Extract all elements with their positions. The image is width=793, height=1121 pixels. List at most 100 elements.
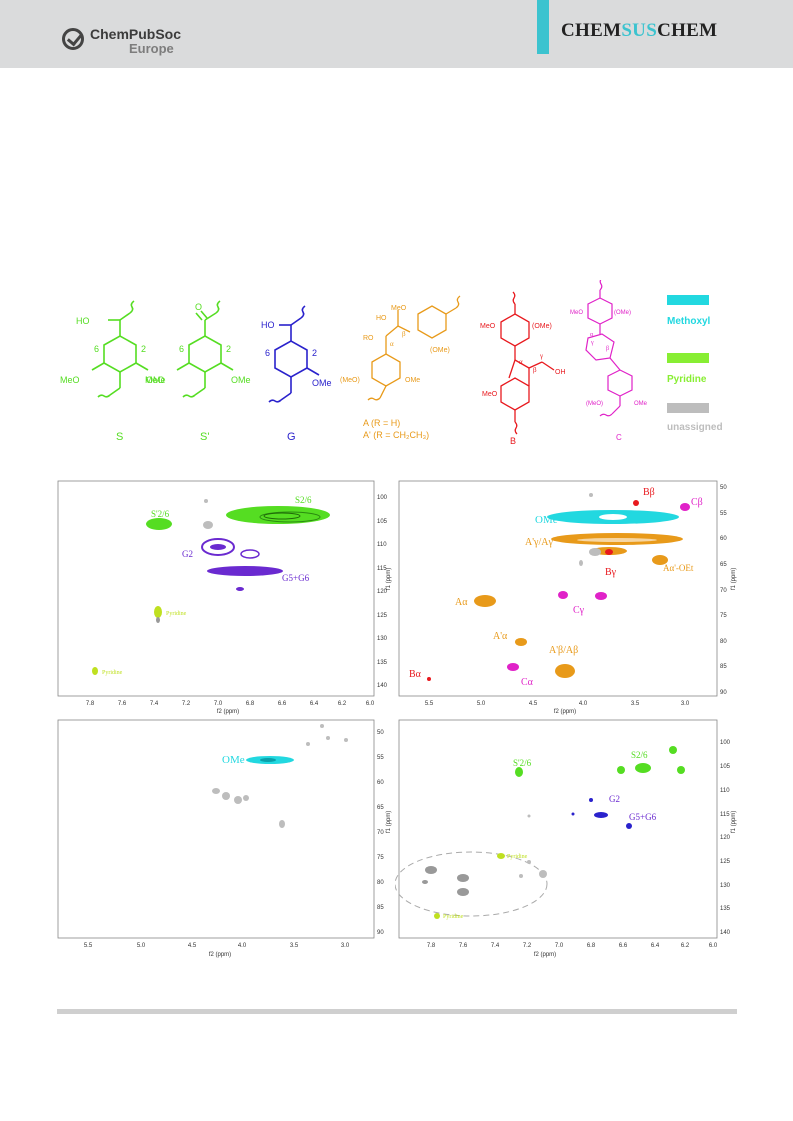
svg-text:140: 140 xyxy=(377,683,388,689)
x-axis-label: f2 (ppm) xyxy=(534,952,556,958)
svg-text:90: 90 xyxy=(720,690,727,696)
a-ro: RO xyxy=(363,335,374,342)
svg-text:7.0: 7.0 xyxy=(555,943,564,949)
svg-text:3.0: 3.0 xyxy=(681,701,690,707)
label-cgamma: Cγ xyxy=(573,605,585,616)
spectrum-top-right: 5.5 5.0 4.5 4.0 3.5 3.0 f2 (ppm) 50 55 6… xyxy=(398,480,737,715)
legend-label-methoxyl: Methoxyl xyxy=(667,316,711,327)
s-label: S xyxy=(116,431,123,443)
a-label: A (R = H) xyxy=(363,418,400,428)
svg-text:6.8: 6.8 xyxy=(246,701,255,707)
c-gamma: γ xyxy=(590,340,594,346)
label-apbeta: A'β/Aβ xyxy=(549,645,578,656)
structure-s xyxy=(91,300,149,398)
structure-c xyxy=(585,280,633,417)
s-meo: MeO xyxy=(60,375,80,385)
svg-text:135: 135 xyxy=(720,906,731,912)
footer-divider xyxy=(57,1009,737,1014)
svg-text:75: 75 xyxy=(720,613,727,619)
label-agamma: A'γ/Aγ xyxy=(525,537,553,548)
y-ticks: 50 55 60 65 70 75 80 85 90 xyxy=(720,485,727,696)
legend-label-pyridine: Pyridine xyxy=(667,374,707,385)
x-ticks: 5.5 5.0 4.5 4.0 3.5 3.0 xyxy=(425,701,690,707)
journal-header: ChemPubSoc Europe CHEMSUSCHEM xyxy=(0,0,793,68)
sp-label: S' xyxy=(200,431,209,443)
peak-pyridine-2 xyxy=(434,913,440,919)
svg-text:5.5: 5.5 xyxy=(84,943,93,949)
c-beta: β xyxy=(606,346,609,352)
c-meo-b: (MeO) xyxy=(586,401,603,407)
svg-text:3.5: 3.5 xyxy=(631,701,640,707)
label-bgamma: Bγ xyxy=(605,567,617,578)
svg-text:115: 115 xyxy=(377,566,387,572)
svg-text:4.0: 4.0 xyxy=(238,943,247,949)
svg-text:110: 110 xyxy=(720,788,730,794)
svg-text:7.6: 7.6 xyxy=(118,701,127,707)
c-ome-b: OMe xyxy=(634,401,648,407)
b-meo-top: MeO xyxy=(480,323,496,330)
label-g2: G2 xyxy=(182,549,193,559)
sp-ome: OMe xyxy=(231,375,251,385)
s-oh: HO xyxy=(76,316,90,326)
svg-text:110: 110 xyxy=(377,542,387,548)
s-pos2: 2 xyxy=(141,344,146,354)
y-axis-label: f1 (ppm) xyxy=(386,811,392,833)
label-apalpha: A'α xyxy=(493,631,508,642)
svg-text:50: 50 xyxy=(377,730,384,736)
legend-label-unassigned: unassigned xyxy=(667,422,723,433)
label-pyridine-1: Pyridine xyxy=(507,854,528,860)
c-ome-top: (OMe) xyxy=(614,310,631,316)
a-ome-a: (OMe) xyxy=(430,347,450,354)
spectrum-top-left: 7.8 7.6 7.4 7.2 7.0 6.8 6.6 6.4 6.2 6.0 … xyxy=(57,480,392,715)
label-aalpha: Aα xyxy=(455,597,468,608)
structure-g xyxy=(268,305,320,403)
svg-text:100: 100 xyxy=(377,495,388,501)
svg-text:7.2: 7.2 xyxy=(182,701,191,707)
svg-text:7.0: 7.0 xyxy=(214,701,223,707)
x-axis-label: f2 (ppm) xyxy=(554,709,576,715)
svg-text:6.4: 6.4 xyxy=(651,943,660,949)
svg-text:7.6: 7.6 xyxy=(459,943,468,949)
svg-text:70: 70 xyxy=(720,588,727,594)
peak-s26 xyxy=(226,506,330,524)
label-g2: G2 xyxy=(609,794,620,804)
label-aoet: Aα'-OEt xyxy=(663,563,694,573)
peak-bgamma xyxy=(605,549,613,555)
svg-text:55: 55 xyxy=(377,755,384,761)
label-g56: G5+G6 xyxy=(282,573,310,583)
b-beta: β xyxy=(533,366,537,374)
y-ticks: 50 55 60 65 70 75 80 85 90 xyxy=(377,730,384,936)
b-oh: OH xyxy=(555,369,566,376)
logo-line1: ChemPubSoc xyxy=(90,26,182,42)
svg-text:50: 50 xyxy=(720,485,727,491)
a-ome-b: OMe xyxy=(405,377,420,384)
label-bbeta: Bβ xyxy=(643,487,655,498)
svg-text:6.2: 6.2 xyxy=(338,701,347,707)
legend-swatch-methoxyl xyxy=(667,295,709,305)
logo-line2: Europe xyxy=(129,41,174,56)
svg-text:125: 125 xyxy=(377,613,388,619)
svg-text:130: 130 xyxy=(377,636,388,642)
legend-swatch-unassigned xyxy=(667,403,709,413)
y-ticks: 100 105 110 115 120 125 130 135 140 xyxy=(720,740,731,936)
svg-text:120: 120 xyxy=(720,835,731,841)
svg-text:7.8: 7.8 xyxy=(427,943,436,949)
label-sp26: S'2/6 xyxy=(151,509,170,519)
svg-text:6.2: 6.2 xyxy=(681,943,690,949)
svg-text:70: 70 xyxy=(377,830,384,836)
x-axis-label: f2 (ppm) xyxy=(217,709,239,715)
peak-pyridine-2 xyxy=(92,667,98,675)
svg-text:5.0: 5.0 xyxy=(137,943,146,949)
label-g56: G5+G6 xyxy=(629,812,657,822)
svg-text:5.0: 5.0 xyxy=(477,701,486,707)
peak-aalpha xyxy=(474,595,496,607)
peak-balpha xyxy=(427,677,431,681)
svg-text:55: 55 xyxy=(720,511,727,517)
peak-calpha xyxy=(507,663,519,671)
svg-text:6.0: 6.0 xyxy=(366,701,375,707)
structure-s-prime xyxy=(176,300,234,398)
svg-text:3.0: 3.0 xyxy=(341,943,350,949)
peak-cbeta xyxy=(680,503,690,511)
label-cbeta: Cβ xyxy=(691,497,703,508)
g-ome: OMe xyxy=(312,378,332,388)
